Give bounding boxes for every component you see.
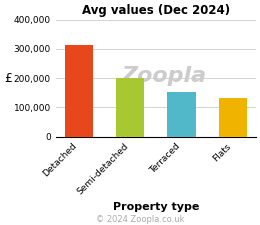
Title: Avg values (Dec 2024): Avg values (Dec 2024) bbox=[82, 4, 230, 17]
X-axis label: Property type: Property type bbox=[113, 202, 199, 212]
Bar bbox=[167, 92, 196, 137]
Bar bbox=[116, 78, 144, 137]
Bar bbox=[219, 98, 247, 137]
Text: Zoopla: Zoopla bbox=[121, 66, 206, 86]
Y-axis label: £: £ bbox=[4, 72, 12, 85]
Bar bbox=[65, 45, 93, 137]
Text: © 2024 Zoopla.co.uk: © 2024 Zoopla.co.uk bbox=[96, 215, 185, 224]
